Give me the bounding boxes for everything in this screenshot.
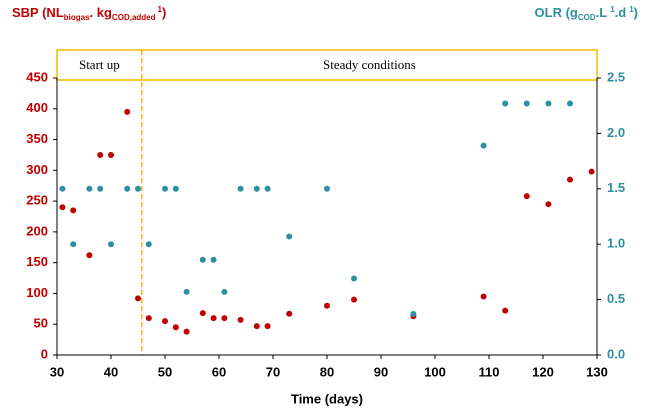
data-point: [324, 185, 330, 192]
data-point: [502, 100, 509, 107]
y2-tick-label: 0.5: [607, 291, 625, 306]
y-tick-label: 200: [26, 223, 48, 238]
x-tick-label: 50: [158, 364, 172, 379]
data-point: [70, 207, 77, 214]
x-tick-label: 120: [532, 364, 554, 379]
data-point: [86, 185, 93, 192]
data-point: [567, 176, 573, 183]
label-sub: biogas: [64, 13, 90, 22]
label-sub: COD: [578, 13, 596, 22]
phase-label: Steady conditions: [323, 57, 416, 72]
label-part: ): [634, 5, 638, 20]
y2-axis-title: OLR (gCOD.L 1.d 1): [535, 5, 638, 22]
y2-tick-label: 2.0: [607, 125, 625, 140]
x-tick-label: 30: [50, 364, 64, 379]
data-point: [162, 318, 168, 325]
data-point: [523, 100, 530, 107]
y-tick-label: 450: [26, 69, 48, 84]
label-part: . kg: [90, 5, 112, 20]
y2-tick-label: 1.5: [607, 180, 625, 195]
phase-label: Start up: [79, 57, 120, 72]
data-point: [410, 311, 417, 318]
data-point: [545, 201, 552, 208]
label-part: .L: [596, 5, 608, 20]
x-tick-label: 100: [424, 364, 446, 379]
data-point: [253, 323, 260, 330]
data-point: [480, 142, 487, 149]
data-point: [135, 295, 141, 302]
data-point: [145, 315, 152, 322]
data-point: [183, 288, 190, 295]
data-point: [199, 256, 206, 263]
data-point: [108, 151, 114, 158]
label-sup: 1: [610, 5, 615, 14]
data-point: [221, 315, 228, 322]
data-point: [59, 204, 66, 211]
data-point: [108, 241, 114, 248]
y-tick-label: 0: [41, 346, 48, 361]
label-part: SBP (NL: [12, 5, 64, 20]
data-point: [172, 324, 179, 331]
data-point: [264, 323, 271, 330]
data-point: [97, 185, 104, 192]
data-point: [172, 185, 179, 192]
y-tick-label: 400: [26, 100, 48, 115]
data-point: [124, 185, 131, 192]
label-part: ): [162, 5, 166, 20]
data-point: [545, 100, 552, 107]
x-tick-label: 130: [586, 364, 608, 379]
x-tick-label: 60: [212, 364, 226, 379]
label-part: OLR (g: [535, 5, 578, 20]
data-point: [183, 328, 190, 335]
data-point: [210, 315, 217, 322]
data-point: [324, 302, 330, 309]
y2-tick-label: 2.5: [607, 69, 625, 84]
data-point: [351, 296, 357, 303]
data-point: [199, 310, 206, 317]
data-point: [221, 288, 228, 295]
data-point: [588, 168, 595, 175]
y-tick-label: 100: [26, 285, 48, 300]
label-part: .d: [615, 5, 627, 20]
data-point: [162, 185, 168, 192]
x-tick-label: 70: [266, 364, 280, 379]
data-point: [264, 185, 271, 192]
y-tick-label: 300: [26, 162, 48, 177]
data-point: [286, 310, 293, 317]
data-point: [70, 241, 77, 248]
data-point: [237, 185, 244, 192]
x-axis-title: Time (days): [291, 391, 363, 406]
label-sub: COD,added: [112, 13, 156, 22]
data-point: [145, 241, 152, 248]
data-point: [523, 193, 530, 200]
data-point: [124, 108, 131, 115]
data-point: [59, 185, 66, 192]
y-axis-title: SBP (NLbiogas. kgCOD,added1): [12, 5, 166, 22]
x-tick-label: 110: [479, 364, 500, 379]
y-tick-label: 250: [26, 193, 48, 208]
y2-tick-label: 1.0: [607, 236, 625, 251]
data-point: [253, 185, 260, 192]
data-point: [97, 151, 104, 158]
x-tick-label: 90: [374, 364, 388, 379]
data-point: [351, 275, 357, 282]
x-tick-label: 40: [104, 364, 118, 379]
label-sup: 1: [629, 5, 634, 14]
data-point: [286, 233, 293, 240]
x-tick-label: 80: [320, 364, 334, 379]
y-tick-label: 350: [26, 131, 48, 146]
data-point: [567, 100, 573, 107]
y-tick-label: 150: [26, 254, 48, 269]
phase-box: [56, 49, 598, 81]
data-point: [135, 185, 141, 192]
data-point: [502, 307, 509, 314]
data-point: [237, 316, 244, 323]
data-point: [480, 293, 487, 300]
data-point: [86, 252, 93, 259]
y-tick-label: 50: [34, 316, 48, 331]
label-sup: 1: [158, 5, 163, 14]
y2-tick-label: 0.0: [607, 346, 625, 361]
data-point: [210, 256, 217, 263]
